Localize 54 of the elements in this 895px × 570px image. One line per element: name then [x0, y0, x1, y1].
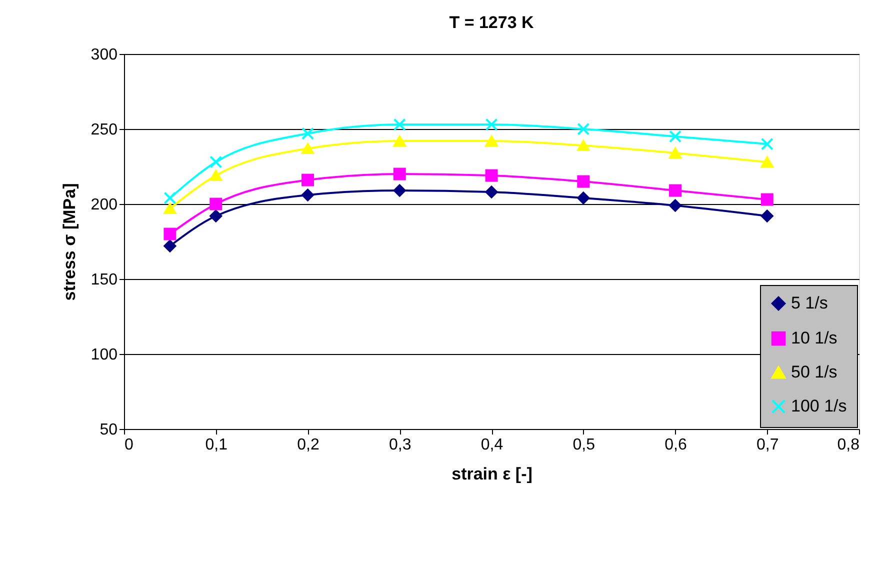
x-tick-label: 0	[124, 436, 134, 454]
x-tick-label: 0,5	[572, 436, 596, 454]
chart-title: T = 1273 K	[449, 13, 535, 32]
point	[302, 142, 314, 154]
legend-label: 50 1/s	[791, 362, 838, 382]
point	[164, 228, 176, 240]
legend-label: 10 1/s	[791, 328, 838, 348]
x-tick-label: 0,4	[480, 436, 504, 454]
point	[577, 122, 590, 136]
point	[164, 202, 176, 214]
point	[210, 198, 222, 210]
point	[577, 140, 590, 152]
y-axis-title: stress σ [MPa]	[60, 183, 79, 301]
point	[669, 147, 682, 159]
x-tick-label: 0,6	[664, 436, 687, 454]
y-tick-label: 250	[90, 122, 118, 138]
legend-label: 5 1/s	[791, 294, 828, 312]
point	[669, 130, 682, 143]
point	[485, 135, 498, 147]
point	[164, 240, 176, 252]
point	[302, 188, 314, 202]
y-tick-label: 50	[100, 422, 118, 438]
point	[393, 184, 406, 197]
point	[164, 192, 176, 204]
x-tick-label: 0,3	[389, 436, 412, 454]
point	[393, 135, 406, 147]
x-tick-label: 0,8	[837, 436, 860, 454]
point	[485, 186, 498, 198]
y-tick-label: 150	[90, 272, 118, 288]
point	[669, 184, 682, 197]
point	[302, 127, 314, 140]
x-axis-title: strain ε [-]	[452, 464, 532, 484]
point	[485, 118, 498, 131]
point	[669, 199, 682, 212]
point	[760, 210, 774, 222]
point	[393, 168, 406, 180]
point	[485, 169, 498, 182]
x-tick-label: 0,2	[297, 436, 320, 454]
point	[210, 156, 222, 168]
point	[760, 156, 774, 168]
x-tick-label: 0,1	[205, 436, 228, 454]
point	[577, 192, 590, 204]
point	[760, 193, 774, 206]
legend-label: 100 1/s	[791, 396, 847, 416]
y-tick-label: 300	[90, 46, 118, 64]
point	[210, 170, 222, 182]
y-tick-label: 100	[90, 346, 118, 364]
point	[393, 118, 406, 131]
point	[302, 174, 314, 186]
point	[577, 175, 590, 188]
point	[210, 210, 222, 222]
y-tick-label: 200	[90, 196, 118, 214]
point	[760, 138, 774, 150]
x-tick-label: 0,7	[756, 436, 779, 454]
